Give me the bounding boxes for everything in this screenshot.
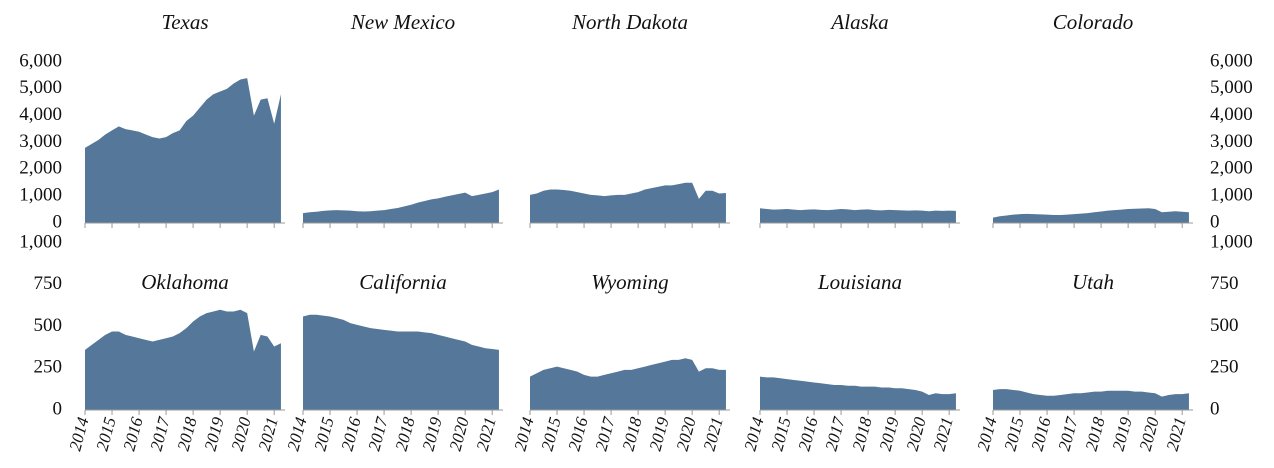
x-tick-label: 2021 [700,415,727,453]
area [85,309,281,410]
y-tick-label: 1,000 [19,231,62,252]
x-tick-label: 2016 [338,415,365,453]
panel-title: New Mexico [350,10,455,34]
x-tick-label: 2020 [446,415,473,453]
x-tick-label: 2019 [1109,415,1136,453]
x-tick-label: 2014 [510,415,537,453]
x-tick-label: 2017 [365,414,393,453]
y-tick-label: 0 [1210,398,1220,419]
area [530,358,726,410]
x-tick-label: 2019 [876,415,903,453]
y-tick-label: 250 [1210,357,1239,378]
y-tick-label: 2,000 [1210,158,1253,179]
x-tick-label: 2017 [1055,414,1083,453]
area [85,78,281,223]
x-tick-label: 2020 [903,415,930,453]
y-tick-label: 750 [1210,273,1239,294]
x-tick-label: 2021 [930,415,957,453]
y-tick-label: 500 [1210,315,1239,336]
y-tick-label: 0 [53,211,63,232]
x-tick-label: 2018 [174,415,201,453]
x-tick-label: 2015 [311,415,338,453]
panel-title: Utah [1072,270,1114,294]
x-tick-label: 2020 [1136,415,1163,453]
y-tick-label: 3,000 [19,131,62,152]
y-tick-label: 3,000 [1210,131,1253,152]
x-tick-label: 2014 [283,415,310,453]
y-tick-label: 5,000 [1210,77,1253,98]
y-tick-label: 2,000 [19,158,62,179]
y-tick-label: 500 [34,315,63,336]
y-tick-label: 250 [34,357,63,378]
area [993,208,1189,223]
x-tick-label: 2018 [619,415,646,453]
y-tick-label: 1,000 [1210,185,1253,206]
area [760,376,956,410]
y-tick-label: 5,000 [19,77,62,98]
x-tick-label: 2016 [1028,415,1055,453]
x-tick-label: 2015 [1001,415,1028,453]
area [530,182,726,223]
panel-title: Wyoming [591,270,668,294]
y-tick-label: 750 [34,273,63,294]
area [993,389,1189,410]
x-tick-label: 2014 [740,415,767,453]
x-tick-label: 2018 [1082,415,1109,453]
x-tick-label: 2015 [538,415,565,453]
y-tick-label: 4,000 [1210,104,1253,125]
x-tick-label: 2015 [768,415,795,453]
area [303,189,499,223]
panel-title: Alaska [829,10,888,34]
x-tick-label: 2021 [255,415,282,453]
x-tick-label: 2017 [822,414,850,453]
x-tick-label: 2018 [849,415,876,453]
panel-title: Louisiana [817,270,902,294]
y-tick-label: 1,000 [19,185,62,206]
x-tick-label: 2016 [795,415,822,453]
x-tick-label: 2021 [473,415,500,453]
y-tick-label: 4,000 [19,104,62,125]
x-tick-label: 2018 [392,415,419,453]
panel-title: North Dakota [571,10,688,34]
x-tick-label: 2016 [565,415,592,453]
x-tick-label: 2015 [93,415,120,453]
panel-title: Colorado [1053,10,1134,34]
x-tick-label: 2014 [65,415,92,453]
x-tick-label: 2019 [646,415,673,453]
y-tick-label: 6,000 [1210,50,1253,71]
y-tick-label: 6,000 [19,50,62,71]
x-tick-label: 2019 [201,415,228,453]
x-tick-label: 2019 [419,415,446,453]
x-tick-label: 2016 [120,415,147,453]
area [760,208,956,223]
y-tick-label: 0 [53,398,63,419]
panel-title: Texas [161,10,208,34]
x-tick-label: 2014 [973,415,1000,453]
x-tick-label: 2021 [1163,415,1190,453]
panel-title: California [359,270,447,294]
x-tick-label: 2020 [673,415,700,453]
x-tick-label: 2017 [147,414,175,453]
y-tick-label: 0 [1210,211,1220,232]
area [303,314,499,410]
x-tick-label: 2017 [592,414,620,453]
y-tick-label: 1,000 [1210,231,1253,252]
panel-title: Oklahoma [141,270,229,294]
x-tick-label: 2020 [228,415,255,453]
